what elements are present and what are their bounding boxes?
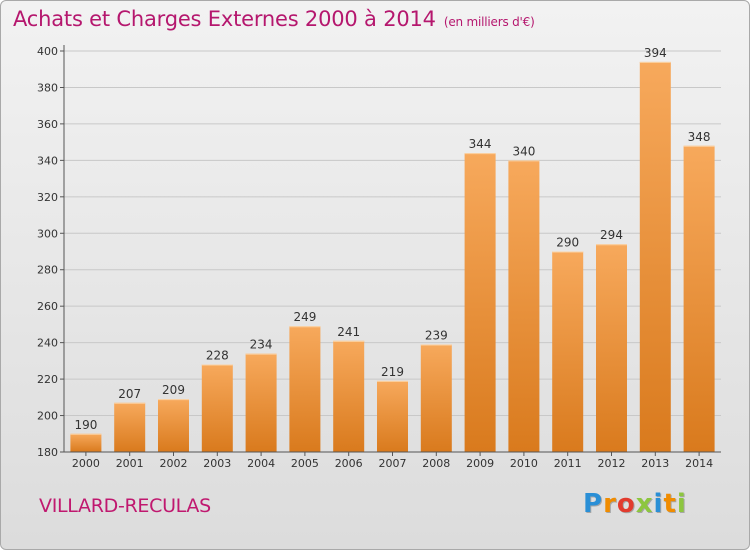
- bar-2006[interactable]: [333, 340, 365, 452]
- x-tick-label: 2004: [247, 457, 275, 470]
- x-tick-label: 2001: [116, 457, 144, 470]
- logo-letter: x: [635, 489, 654, 519]
- x-tick-label: 2011: [554, 457, 582, 470]
- bar-2000[interactable]: [70, 433, 102, 452]
- y-tick-label: 360: [37, 118, 58, 131]
- x-tick-label: 2013: [641, 457, 669, 470]
- y-tick-label: 240: [37, 337, 58, 350]
- chart-title: Achats et Charges Externes 2000 à 2014 (e…: [13, 7, 535, 31]
- bar-2010[interactable]: [508, 160, 540, 452]
- bar-2003[interactable]: [201, 364, 233, 452]
- y-tick-label: 200: [37, 410, 58, 423]
- bar-chart: 190 207 209 228 234 249 241 219 239 344 340 290 294 3…: [37, 45, 721, 470]
- commune-name: VILLARD-RECULAS: [39, 495, 211, 517]
- y-tick-label: 320: [37, 191, 58, 204]
- data-label: 348: [688, 130, 711, 144]
- logo-letter: i: [653, 489, 664, 519]
- logo-letter: o: [616, 489, 636, 519]
- x-tick-label: 2005: [291, 457, 319, 470]
- y-tick-label: 400: [37, 45, 58, 58]
- data-label: 249: [293, 310, 316, 324]
- x-tick-label: 2000: [72, 457, 100, 470]
- bar-2007[interactable]: [377, 380, 408, 452]
- y-tick-label: 300: [37, 227, 58, 240]
- bars-layer: [70, 61, 715, 453]
- data-label: 344: [469, 137, 492, 151]
- x-tick-label: 2002: [160, 457, 188, 470]
- proxiti-logo[interactable]: Proxiti: [583, 489, 687, 519]
- bar-2013[interactable]: [639, 61, 671, 452]
- data-label: 207: [118, 387, 141, 401]
- y-tick-label: 280: [37, 264, 58, 277]
- logo-letter: t: [663, 489, 677, 519]
- data-label: 241: [337, 325, 360, 339]
- data-label: 219: [381, 365, 404, 379]
- data-label: 190: [74, 418, 97, 432]
- y-tick-label: 380: [37, 81, 58, 94]
- logo-letter: P: [583, 489, 604, 519]
- data-label: 239: [425, 328, 448, 342]
- x-tick-label: 2010: [510, 457, 538, 470]
- x-tick-label: 2006: [335, 457, 363, 470]
- logo-letter: r: [603, 489, 617, 519]
- y-tick-label: 340: [37, 154, 58, 167]
- x-tick-label: 2008: [422, 457, 450, 470]
- y-tick-label: 220: [37, 373, 58, 386]
- data-labels-layer: 190 207 209 228 234 249 241 219 239 344 340 290 294 3…: [74, 46, 710, 432]
- bar-2001[interactable]: [114, 402, 146, 452]
- chart-title-text: Achats et Charges Externes 2000 à 2014: [13, 7, 436, 31]
- x-tick-label: 2009: [466, 457, 494, 470]
- bar-2002[interactable]: [158, 399, 189, 452]
- x-tick-label: 2003: [203, 457, 231, 470]
- bar-2011[interactable]: [552, 251, 584, 453]
- data-label: 294: [600, 228, 623, 242]
- data-label: 290: [556, 236, 579, 250]
- axis-layer: 180 200 220 240 260 280 300 320 340 360 380 400 2000…: [37, 45, 721, 470]
- chart-subtitle: (en milliers d'€): [443, 15, 535, 29]
- x-tick-label: 2012: [598, 457, 626, 470]
- bar-2004[interactable]: [245, 353, 277, 452]
- data-label: 228: [206, 349, 229, 363]
- x-tick-label: 2014: [685, 457, 713, 470]
- y-tick-label: 180: [37, 446, 58, 459]
- data-label: 234: [250, 338, 273, 352]
- bar-2008[interactable]: [420, 344, 452, 452]
- bar-2014[interactable]: [683, 145, 715, 453]
- logo-letter: i: [676, 489, 687, 519]
- x-tick-label: 2007: [379, 457, 407, 470]
- bar-2009[interactable]: [464, 153, 496, 452]
- bar-2005[interactable]: [289, 326, 321, 452]
- data-label: 209: [162, 383, 185, 397]
- data-label: 340: [512, 144, 535, 158]
- bar-2012[interactable]: [596, 244, 627, 452]
- data-label: 394: [644, 46, 667, 60]
- y-tick-label: 260: [37, 300, 58, 313]
